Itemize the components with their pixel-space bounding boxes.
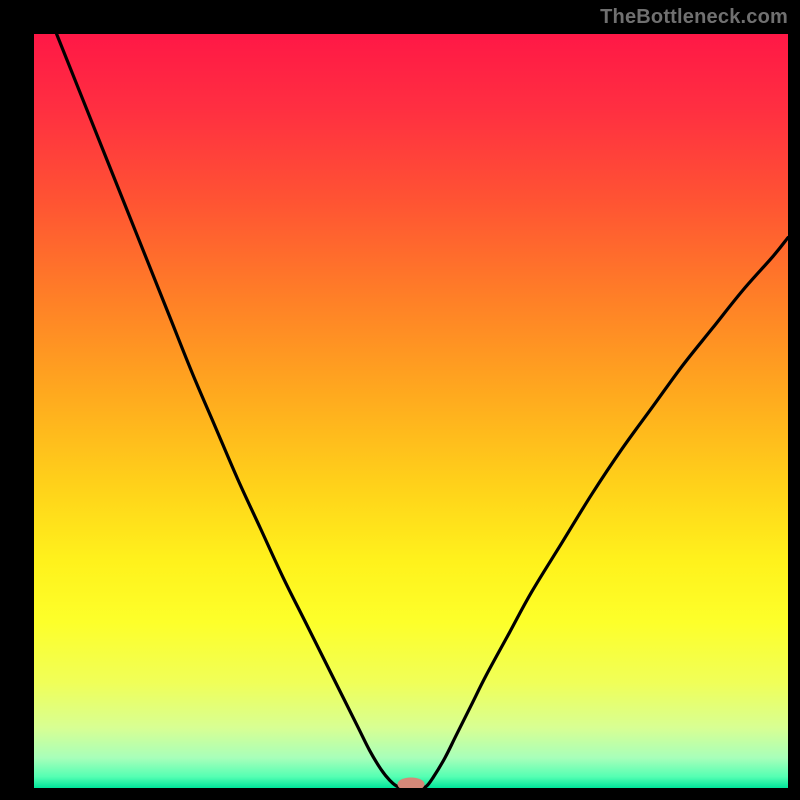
plot-background: [34, 34, 788, 788]
watermark-text: TheBottleneck.com: [600, 6, 788, 29]
bottleneck-chart: [0, 0, 800, 800]
